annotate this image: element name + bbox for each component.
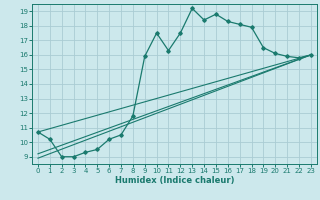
X-axis label: Humidex (Indice chaleur): Humidex (Indice chaleur) — [115, 176, 234, 185]
